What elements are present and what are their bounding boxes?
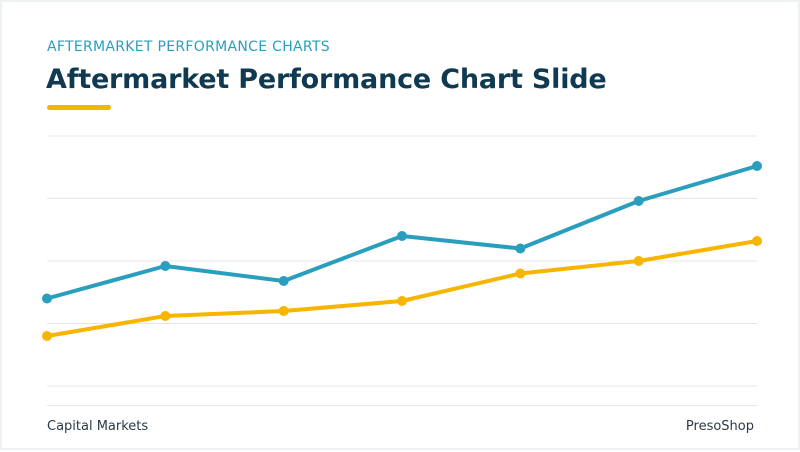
slide-kicker: AFTERMARKET PERFORMANCE CHARTS <box>47 39 330 55</box>
data-point <box>278 306 289 316</box>
data-point <box>397 296 407 306</box>
data-point <box>397 231 407 241</box>
chart-series <box>42 161 762 341</box>
data-point <box>633 196 644 206</box>
title-accent-bar <box>47 105 111 110</box>
data-point <box>160 311 171 321</box>
data-point <box>515 243 526 254</box>
series-line <box>45 239 759 338</box>
data-point <box>752 161 762 171</box>
footer-brand: PresoShop <box>685 419 754 434</box>
data-point <box>633 256 644 266</box>
series-1 <box>42 161 762 304</box>
footer-divider <box>47 405 757 406</box>
series-2 <box>42 236 762 341</box>
data-point <box>515 268 526 279</box>
data-point <box>752 236 762 246</box>
data-point <box>42 293 52 304</box>
data-point <box>160 261 171 271</box>
footer-left-text: Capital Markets <box>47 419 149 434</box>
data-point <box>278 276 289 286</box>
slide-title: Aftermarket Performance Chart Slide <box>46 64 607 95</box>
data-point <box>42 331 52 341</box>
